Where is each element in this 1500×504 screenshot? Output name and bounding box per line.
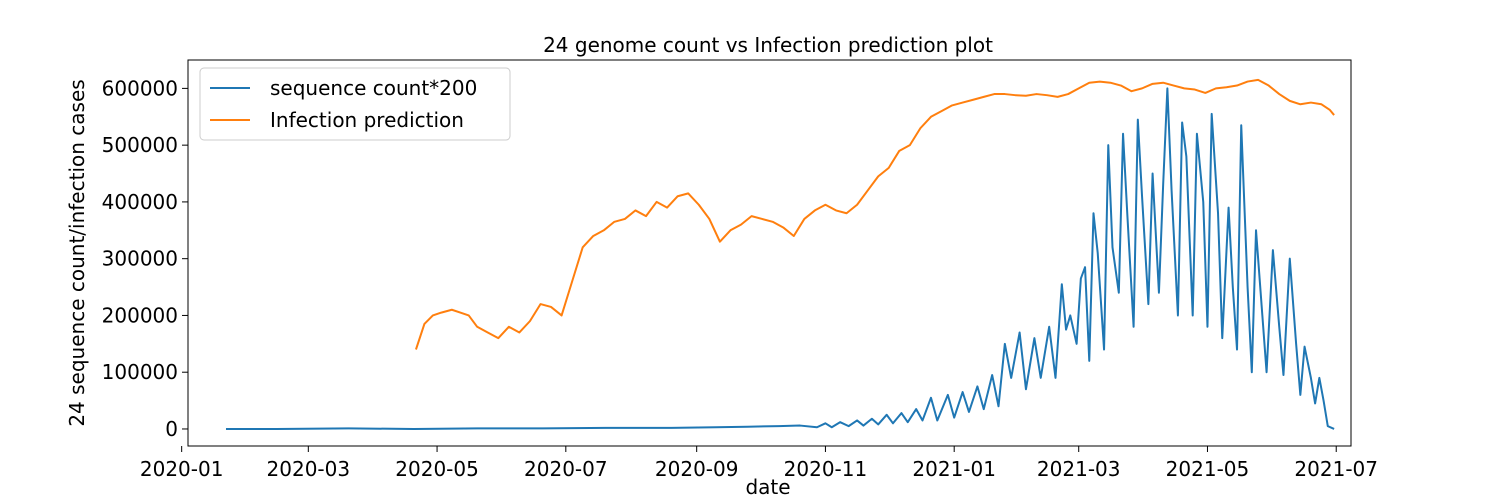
y-tick-label-200000: 200000	[102, 303, 178, 327]
x-tick-label-2021-05: 2021-05	[1166, 457, 1250, 481]
series-line-sequence-count-200	[225, 87, 1335, 430]
y-tick-label-500000: 500000	[102, 133, 178, 157]
y-tick-label-300000: 300000	[102, 247, 178, 271]
series-layer	[225, 78, 1335, 430]
legend-label-sequence-count: sequence count*200	[270, 76, 477, 100]
x-tick-label-2021-07: 2021-07	[1294, 457, 1378, 481]
x-tick-label-2020-05: 2020-05	[395, 457, 479, 481]
x-tick-label-2020-09: 2020-09	[655, 457, 739, 481]
x-axis-label: date	[745, 475, 790, 499]
legend: sequence count*200 Infection prediction	[199, 67, 511, 141]
x-tick-label-2020-11: 2020-11	[784, 457, 868, 481]
x-tick-label-2021-03: 2021-03	[1037, 457, 1121, 481]
y-axis-label: 24 sequence count/infection cases	[65, 79, 89, 426]
y-axis-ticks: 0 100000 200000 300000 400000 500000 600000	[102, 76, 188, 441]
y-tick-label-0: 0	[165, 417, 178, 441]
x-tick-label-2020-01: 2020-01	[140, 457, 224, 481]
x-tick-label-2020-07: 2020-07	[524, 457, 608, 481]
x-axis-ticks: 2020-01 2020-03 2020-05 2020-07 2020-09 2020-…	[140, 446, 1378, 481]
y-tick-label-400000: 400000	[102, 190, 178, 214]
series-line-infection-prediction	[415, 78, 1335, 350]
legend-label-infection-prediction: Infection prediction	[270, 108, 464, 132]
x-tick-label-2021-01: 2021-01	[912, 457, 996, 481]
legend-box	[199, 67, 511, 141]
y-tick-label-100000: 100000	[102, 360, 178, 384]
chart-title: 24 genome count vs Infection prediction …	[543, 33, 993, 57]
x-tick-label-2020-03: 2020-03	[267, 457, 351, 481]
y-tick-label-600000: 600000	[102, 76, 178, 100]
